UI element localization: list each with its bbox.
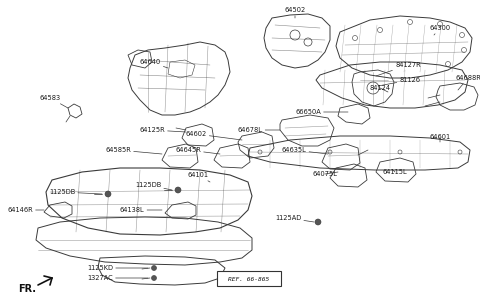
Text: 64602: 64602 [185,131,242,140]
Text: 64585R: 64585R [105,147,162,154]
FancyBboxPatch shape [217,271,281,286]
Text: 64678L: 64678L [238,127,280,133]
Text: 1125DB: 1125DB [49,189,102,195]
Text: 81126: 81126 [378,77,420,86]
Text: 84124: 84124 [370,85,391,92]
Text: 1125AD: 1125AD [275,215,314,222]
Text: 64125R: 64125R [139,127,186,133]
Circle shape [152,265,156,271]
Circle shape [152,275,156,281]
Text: 64502: 64502 [284,7,306,18]
Circle shape [315,219,321,225]
Text: 1327AC: 1327AC [87,275,148,281]
Text: 64688R: 64688R [455,75,480,90]
Text: 64640: 64640 [139,59,168,68]
Text: 64115L: 64115L [383,169,408,175]
Text: 66650A: 66650A [295,109,348,115]
Text: 84127R: 84127R [376,62,421,76]
Circle shape [105,191,111,197]
Text: 64138L: 64138L [120,207,162,213]
Text: 64101: 64101 [188,172,210,182]
Text: REF. 66-865: REF. 66-865 [228,277,270,282]
Text: 64146R: 64146R [7,207,44,213]
Text: 1125KD: 1125KD [87,265,148,271]
Text: 64300: 64300 [430,25,451,35]
Text: 64583: 64583 [39,95,68,108]
Text: 64635L: 64635L [282,147,328,154]
Circle shape [175,187,181,193]
Text: 64601: 64601 [430,134,451,142]
Text: 64075L: 64075L [312,171,338,177]
Text: 1125DB: 1125DB [135,182,172,190]
Text: FR.: FR. [18,284,36,294]
Text: 64645R: 64645R [175,147,220,154]
